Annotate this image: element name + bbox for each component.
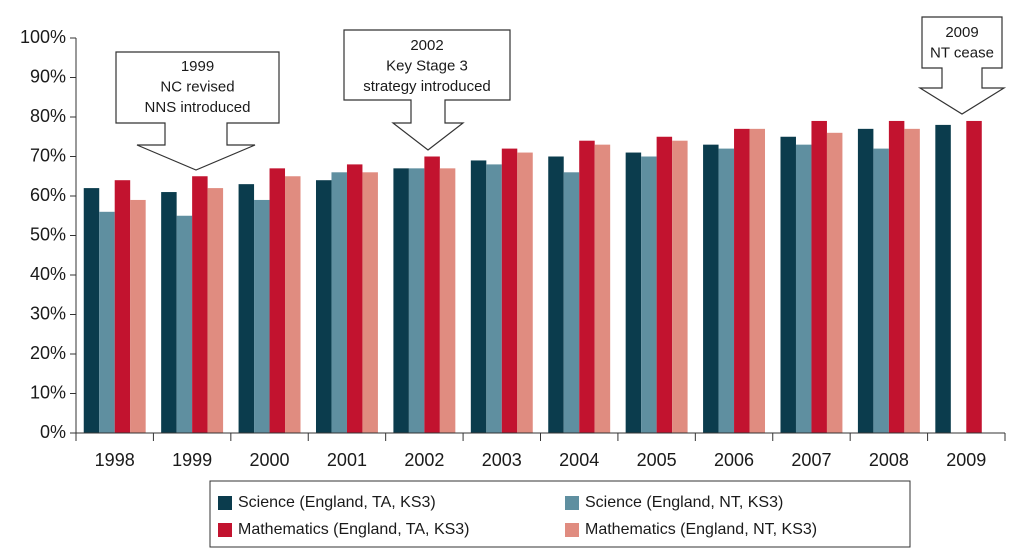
- x-tick-label: 2007: [791, 450, 831, 470]
- y-tick-label: 20%: [30, 343, 66, 363]
- x-tick-label: 2001: [327, 450, 367, 470]
- bar: [749, 128, 766, 433]
- bar: [873, 148, 889, 433]
- x-tick-label: 2004: [559, 450, 599, 470]
- bar: [207, 188, 224, 433]
- bar: [114, 180, 131, 433]
- legend-label: Mathematics (England, NT, KS3): [585, 521, 817, 538]
- annotation-text: 2009: [945, 24, 978, 41]
- bar: [904, 128, 920, 433]
- bar: [594, 144, 611, 433]
- y-tick-label: 40%: [30, 264, 66, 284]
- bar: [641, 156, 657, 433]
- bar: [269, 168, 286, 433]
- y-tick-label: 10%: [30, 382, 66, 402]
- bar: [486, 164, 502, 433]
- x-tick-label: 2005: [637, 450, 677, 470]
- bar: [331, 172, 347, 434]
- bar: [83, 188, 100, 433]
- bar: [470, 160, 487, 433]
- annotation-text: NC revised: [160, 78, 234, 95]
- bar: [161, 192, 177, 433]
- legend-swatch: [565, 523, 579, 537]
- bar: [285, 176, 301, 433]
- annotation-text: NT cease: [930, 44, 994, 61]
- bar: [192, 176, 208, 433]
- bar: [563, 172, 580, 434]
- x-tick-label: 2002: [404, 450, 444, 470]
- bar: [966, 120, 982, 433]
- y-tick-label: 80%: [30, 106, 66, 126]
- legend-box: [209, 480, 911, 548]
- bar: [315, 180, 332, 433]
- bar: [625, 152, 642, 434]
- bar: [826, 132, 843, 434]
- bar: [439, 168, 456, 433]
- annotation-text: 1999: [181, 58, 214, 75]
- callout: [917, 16, 1007, 115]
- bar: [408, 168, 425, 433]
- bar: [362, 172, 378, 434]
- bar: [501, 148, 518, 433]
- y-tick-label: 50%: [30, 224, 66, 244]
- bar: [176, 215, 193, 433]
- bar: [99, 211, 115, 433]
- legend-swatch: [218, 496, 232, 510]
- annotation-text: 2002: [410, 37, 443, 54]
- bar: [811, 120, 827, 433]
- x-tick-label: 1999: [172, 450, 212, 470]
- y-tick-label: 70%: [30, 145, 66, 165]
- x-tick-label: 2008: [869, 450, 909, 470]
- legend-label: Science (England, TA, KS3): [238, 494, 436, 511]
- bar: [238, 184, 255, 433]
- callout: [343, 29, 511, 151]
- bar: [656, 136, 673, 433]
- bar: [672, 140, 688, 433]
- bar: [254, 199, 270, 433]
- bar: [517, 152, 533, 434]
- y-tick-label: 0%: [40, 422, 66, 442]
- bar: [424, 156, 440, 433]
- y-tick-label: 100%: [20, 27, 66, 47]
- y-tick-label: 30%: [30, 303, 66, 323]
- annotation-text: strategy introduced: [363, 78, 491, 95]
- legend-label: Mathematics (England, TA, KS3): [238, 521, 470, 538]
- y-tick-label: 60%: [30, 185, 66, 205]
- bar: [857, 128, 874, 433]
- bar: [795, 144, 812, 433]
- bar: [703, 144, 719, 433]
- x-tick-label: 2006: [714, 450, 754, 470]
- legend-swatch: [565, 496, 579, 510]
- callout: [115, 51, 280, 171]
- bar: [718, 148, 735, 433]
- bar: [579, 140, 595, 433]
- bar: [346, 164, 363, 433]
- y-tick-label: 90%: [30, 66, 66, 86]
- bar: [935, 124, 951, 434]
- bar: [888, 120, 905, 433]
- x-tick-label: 2000: [250, 450, 290, 470]
- bar: [130, 199, 146, 433]
- annotation-text: Key Stage 3: [386, 57, 468, 74]
- x-tick-label: 1998: [95, 450, 135, 470]
- x-tick-label: 2003: [482, 450, 522, 470]
- annotation-text: NNS introduced: [145, 99, 251, 116]
- x-tick-label: 2009: [946, 450, 986, 470]
- bar: [734, 128, 750, 433]
- legend-label: Science (England, NT, KS3): [585, 494, 783, 511]
- legend-swatch: [218, 523, 232, 537]
- bar: [780, 136, 796, 433]
- bar: [393, 168, 409, 433]
- bar: [548, 156, 564, 433]
